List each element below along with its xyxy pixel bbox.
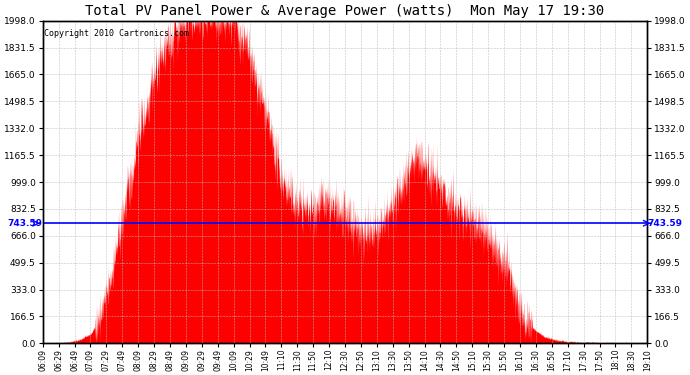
Text: 743.59: 743.59 xyxy=(648,219,683,228)
Text: Copyright 2010 Cartronics.com: Copyright 2010 Cartronics.com xyxy=(44,29,189,38)
Title: Total PV Panel Power & Average Power (watts)  Mon May 17 19:30: Total PV Panel Power & Average Power (wa… xyxy=(86,4,604,18)
Text: 743.59: 743.59 xyxy=(7,219,42,228)
